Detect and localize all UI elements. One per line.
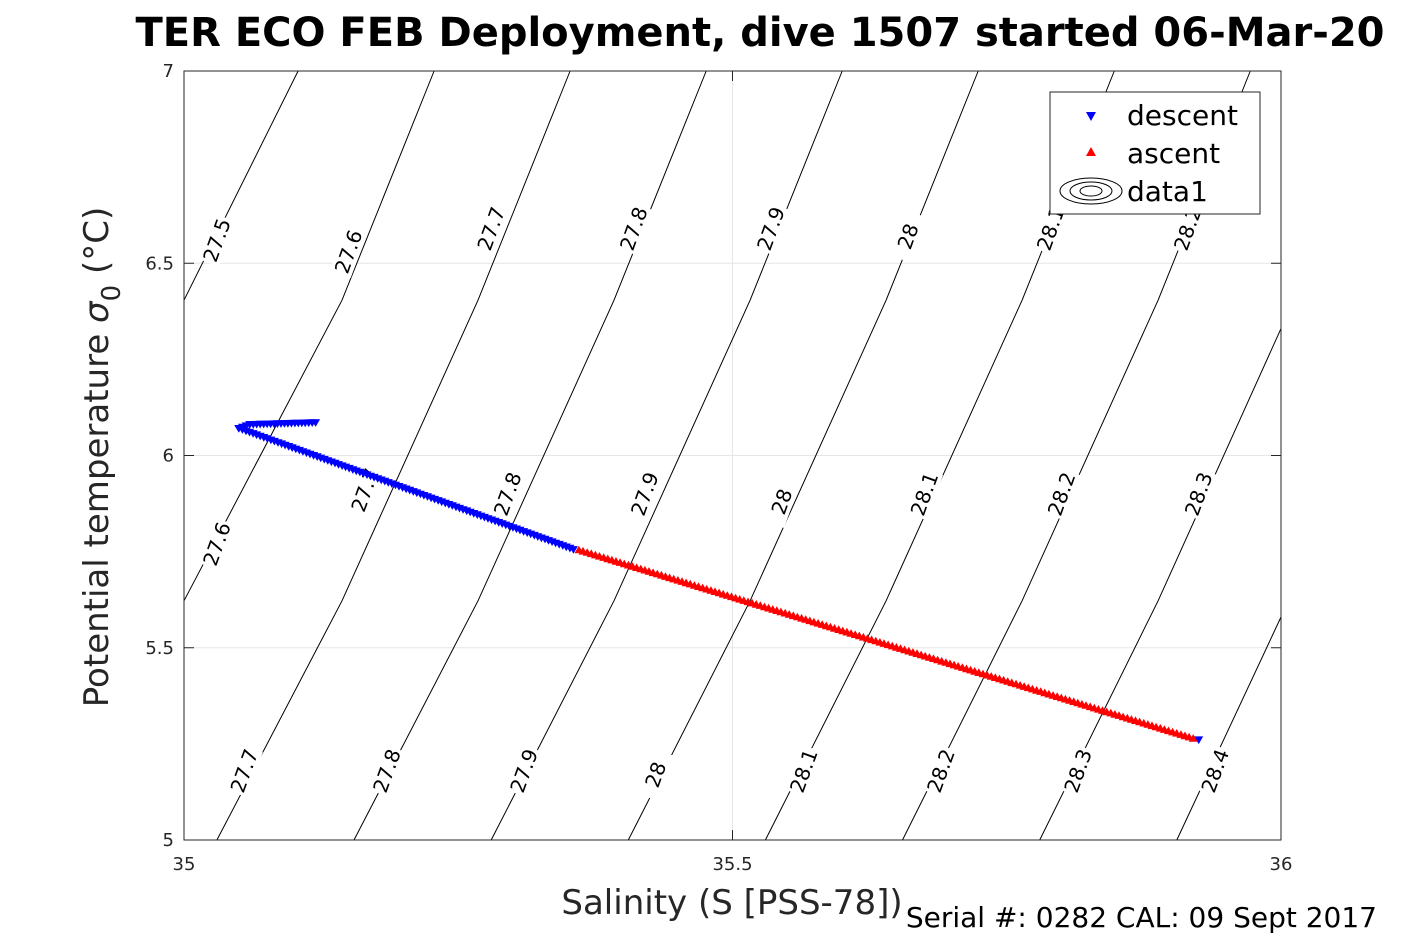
density-contour-labels: 27.527.627.627.727.727.727.827.827.827.9… — [198, 202, 1234, 801]
legend-ascent-marker — [1086, 147, 1096, 156]
contour-label-background — [1032, 202, 1070, 255]
contour-label: 27.7 — [472, 204, 510, 254]
y-axis-label-sigma: σ — [77, 300, 117, 323]
contour-label: 28.4 — [1196, 746, 1234, 796]
contour-label-background — [905, 467, 944, 521]
contour-label-background — [225, 744, 263, 798]
contour-label: 27.6 — [198, 519, 236, 569]
contour-label: 27.8 — [615, 204, 653, 254]
contour-label-background — [615, 202, 653, 255]
density-contour-line — [627, 70, 979, 841]
y-tick-label: 7 — [163, 61, 174, 82]
y-tick-label: 5 — [163, 830, 174, 851]
contour-label-background — [637, 748, 675, 801]
x-tick-label: 35 — [173, 854, 196, 875]
contour-label: 27.5 — [198, 215, 236, 265]
density-contours — [183, 70, 1282, 841]
contour-label: 27.9 — [626, 469, 664, 519]
serial-cal-footer: Serial #: 0282 CAL: 09 Sept 2017 — [906, 901, 1377, 934]
contour-label: 27.8 — [489, 469, 527, 519]
contour-label: 28.2 — [922, 746, 960, 796]
chart-title: TER ECO FEB Deployment, dive 1507 starte… — [135, 10, 1384, 56]
legend-data1-label: data1 — [1127, 175, 1208, 208]
contour-label: 27.7 — [225, 746, 263, 796]
descent-point — [568, 546, 578, 554]
y-tick-label: 5.5 — [145, 638, 174, 659]
density-contour-line — [216, 70, 571, 841]
legend-descent-marker — [1086, 112, 1096, 121]
contour-label-background — [1043, 467, 1081, 521]
contour-label: 27.9 — [752, 204, 790, 254]
density-contour-line — [183, 70, 435, 602]
y-axis-label-subscript: 0 — [97, 285, 127, 302]
y-axis-label-main: Potential temperature — [77, 323, 117, 707]
contour-label: 28.3 — [1059, 746, 1097, 796]
legend-ascent-label: ascent — [1127, 137, 1220, 170]
contour-label-background — [889, 210, 927, 263]
legend-box — [1049, 91, 1261, 215]
contour-label-background — [198, 213, 236, 267]
data-points — [234, 419, 1204, 745]
density-contour-line — [1176, 616, 1282, 841]
contour-label-background — [505, 744, 543, 798]
legend: descent ascent data1 — [1049, 91, 1261, 215]
x-axis-label: Salinity (S [PSS-78]) — [561, 883, 902, 923]
x-tick-label: 35.5 — [712, 854, 752, 875]
y-tick-label: 6.5 — [145, 253, 174, 274]
contour-label-background — [472, 202, 510, 255]
y-axis-label-unit: (°C) — [77, 207, 117, 285]
contour-label-background — [368, 744, 406, 798]
contour-label: 27.8 — [368, 746, 406, 796]
contour-label-background — [1059, 744, 1097, 798]
contour-label-background — [626, 467, 664, 521]
contour-label-background — [922, 744, 960, 798]
contour-label-background — [489, 467, 527, 521]
contour-label: 28.1 — [906, 469, 944, 519]
contour-label-background — [198, 517, 236, 571]
ascent-point — [1188, 734, 1198, 742]
descent-point — [1194, 736, 1204, 745]
contour-label-background — [763, 475, 801, 528]
contour-label-background — [1169, 202, 1207, 255]
density-contour-line — [490, 70, 843, 841]
contour-label-background — [1196, 744, 1234, 798]
legend-data1-contour-icon — [1059, 177, 1123, 205]
contour-label: 28.2 — [1043, 469, 1081, 519]
contour-label: 28.1 — [785, 746, 823, 796]
contour-label-background — [1180, 467, 1218, 521]
y-axis-label: Potential temperature σ0 (°C) — [77, 207, 127, 707]
x-tick-label: 36 — [1270, 854, 1293, 875]
legend-descent-label: descent — [1127, 99, 1238, 132]
y-tick-label: 6 — [163, 446, 174, 467]
contour-label: 27.9 — [505, 746, 543, 796]
contour-label-background — [330, 225, 368, 279]
density-contour-line — [183, 70, 299, 301]
contour-label: 28.3 — [1180, 469, 1218, 519]
axis-ticks: 35 35.5 36 5 5.5 6 6.5 7 — [145, 61, 1292, 875]
contour-label-background — [785, 744, 823, 798]
density-contour-line — [353, 70, 707, 841]
contour-label-background — [752, 202, 790, 255]
